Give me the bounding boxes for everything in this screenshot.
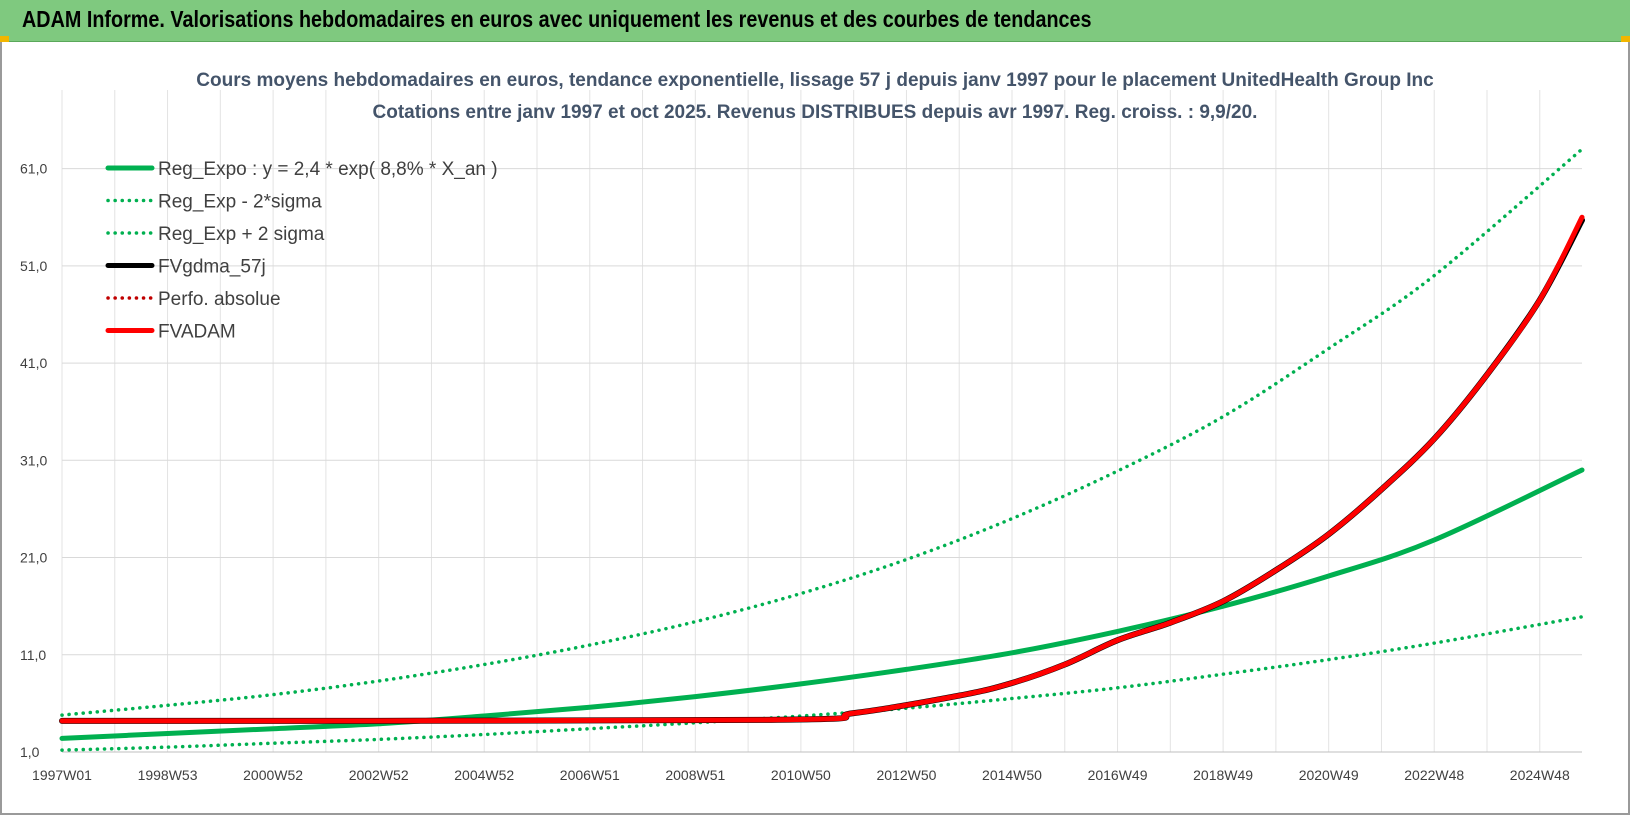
x-tick-label: 2010W50	[771, 767, 831, 783]
x-tick-label: 1997W01	[32, 767, 92, 783]
legend-label-reg-exp-2-sigma: Reg_Exp - 2*sigma	[158, 192, 322, 213]
y-tick-label: 21,0	[20, 550, 47, 566]
y-tick-label: 11,0	[20, 647, 46, 663]
x-tick-label: 2018W49	[1193, 767, 1253, 783]
series-line-reg-expo-y-2-4-exp-8-8-x-an	[59, 467, 1585, 741]
x-tick-label: 2004W52	[454, 767, 514, 783]
chart-subtitle: Cotations entre janv 1997 et oct 2025. R…	[373, 102, 1258, 123]
legend: Reg_Expo : y = 2,4 * exp( 8,8% * X_an ) R…	[105, 159, 498, 343]
corner-marker-left	[0, 36, 9, 42]
x-tick-label: 2002W52	[349, 767, 409, 783]
legend-label-reg-exp-2-sigma: Reg_Exp + 2 sigma	[158, 224, 325, 245]
legend-label-perfo-absolue: Perfo. absolue	[158, 289, 281, 310]
legend-label-fvadam: FVADAM	[158, 322, 236, 343]
report-header: ADAM Informe. Valorisations hebdomadaire…	[0, 0, 1630, 42]
y-tick-label: 61,0	[20, 161, 47, 177]
series-group	[59, 147, 1585, 752]
x-tick-label: 2022W48	[1404, 767, 1464, 783]
report-title: ADAM Informe. Valorisations hebdomadaire…	[22, 6, 1092, 32]
series-line-fvgdma-57j	[59, 217, 1585, 724]
x-axis: 1997W01 1998W53 2000W52 2002W52 2004W52 2006W…	[32, 767, 1570, 783]
x-tick-label: 2020W49	[1299, 767, 1359, 783]
series-line-fvadam	[59, 214, 1585, 724]
chart-title: Cours moyens hebdomadaires en euros, ten…	[196, 70, 1434, 91]
y-tick-label: 41,0	[20, 355, 47, 371]
y-axis: 1,0 11,0 21,0 31,0 41,0 51,0 61,0	[20, 161, 47, 760]
series-line-reg-exp-2-sigma	[60, 615, 1584, 752]
x-tick-label: 2006W51	[560, 767, 620, 783]
corner-marker-right	[1621, 36, 1630, 42]
x-tick-label: 2012W50	[876, 767, 936, 783]
y-tick-label: 31,0	[20, 452, 47, 468]
series-line-reg-exp-2-sigma	[60, 147, 1584, 717]
x-tick-label: 2008W51	[665, 767, 725, 783]
chart-frame	[0, 42, 1630, 815]
legend-label-reg-expo-y-2-4-exp-8-8-x-an: Reg_Expo : y = 2,4 * exp( 8,8% * X_an )	[158, 159, 498, 180]
x-tick-label: 2016W49	[1088, 767, 1148, 783]
x-tick-label: 2014W50	[982, 767, 1042, 783]
x-tick-label: 1998W53	[138, 767, 198, 783]
y-tick-label: 1,0	[20, 744, 40, 760]
x-tick-label: 2024W48	[1510, 767, 1570, 783]
chart-grid	[61, 90, 1582, 753]
x-tick-label: 2000W52	[243, 767, 303, 783]
legend-label-fvgdma-57j: FVgdma_57j	[158, 257, 266, 278]
y-tick-label: 51,0	[20, 258, 47, 274]
